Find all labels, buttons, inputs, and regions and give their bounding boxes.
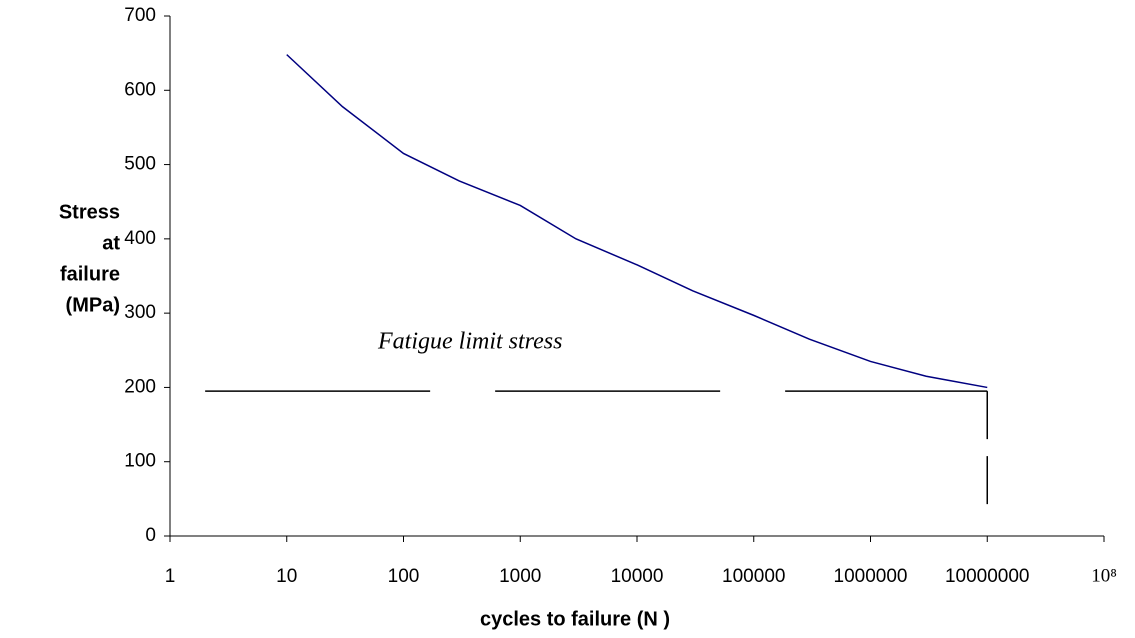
y-tick-label: 100 bbox=[124, 451, 156, 472]
y-axis-label: failure bbox=[60, 263, 120, 285]
y-tick-label: 400 bbox=[124, 228, 156, 249]
y-axis-label: (MPa) bbox=[66, 294, 120, 316]
y-tick-label: 300 bbox=[124, 302, 156, 323]
y-tick-label: 0 bbox=[145, 525, 156, 546]
x-tick-label: 10000 bbox=[611, 566, 664, 587]
y-axis-label: at bbox=[102, 232, 120, 254]
x-tick-label: 10 bbox=[276, 566, 297, 587]
x-tick-label: 1 bbox=[165, 566, 176, 587]
x-tick-label: 10⁸ bbox=[1091, 565, 1117, 586]
annotation: Fatigue limit stress bbox=[377, 329, 562, 355]
y-tick-label: 700 bbox=[124, 5, 156, 26]
y-tick-label: 500 bbox=[124, 154, 156, 175]
x-tick-label: 1000 bbox=[499, 566, 541, 587]
y-tick-label: 600 bbox=[124, 79, 156, 100]
x-tick-label: 100000 bbox=[722, 566, 785, 587]
x-tick-label: 1000000 bbox=[834, 566, 908, 587]
x-axis-label: cycles to failure (N ) bbox=[480, 608, 670, 630]
y-tick-label: 200 bbox=[124, 376, 156, 397]
y-axis-label: Stress bbox=[59, 201, 120, 223]
x-tick-label: 10000000 bbox=[945, 566, 1030, 587]
stress-curve bbox=[286, 54, 988, 389]
x-tick-label: 100 bbox=[388, 566, 420, 587]
